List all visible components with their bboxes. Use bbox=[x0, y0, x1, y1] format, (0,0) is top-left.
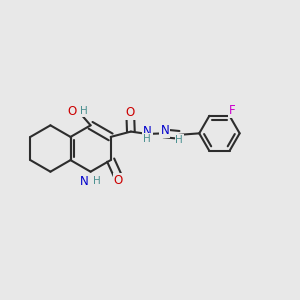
Text: N: N bbox=[160, 124, 169, 137]
Text: H: H bbox=[80, 106, 88, 116]
Text: N: N bbox=[80, 175, 89, 188]
Text: O: O bbox=[68, 105, 76, 118]
Text: O: O bbox=[113, 173, 123, 187]
Text: H: H bbox=[93, 176, 101, 186]
Text: H: H bbox=[176, 135, 183, 145]
Text: O: O bbox=[126, 106, 135, 119]
Text: F: F bbox=[229, 104, 236, 117]
Text: H: H bbox=[143, 134, 151, 144]
Text: N: N bbox=[143, 125, 152, 138]
